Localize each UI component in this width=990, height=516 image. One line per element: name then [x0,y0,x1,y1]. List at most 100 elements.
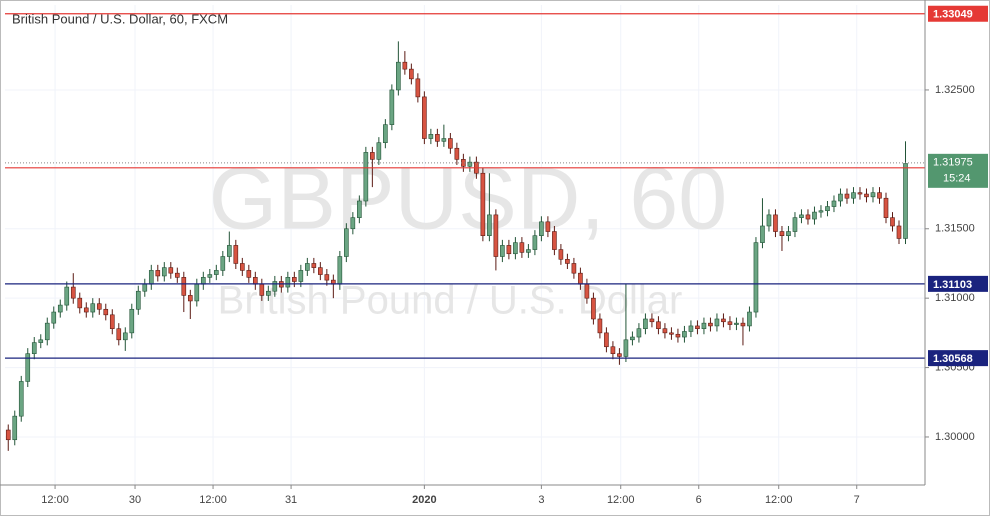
candle-body [448,138,453,149]
candle-body [552,231,557,250]
candle-body [409,68,414,80]
x-tick-label: 2020 [412,494,436,506]
x-tick-label: 12:00 [607,494,635,506]
candle-body [838,193,843,202]
candle-body [896,225,902,239]
candle-body [643,318,648,330]
candle-body [844,193,850,199]
candle-body [467,161,473,167]
candle-body [83,307,89,313]
candle-body [70,286,76,299]
candle-body [812,211,817,220]
candle-body [740,322,746,327]
candle-body [337,256,343,285]
candle-body [890,217,895,227]
candle-body [311,263,317,268]
candle-body [233,245,239,264]
candle-body [441,138,447,142]
x-tick-label: 30 [129,494,141,506]
candle-body [155,270,161,277]
candle-body [604,332,609,348]
candle-body [675,333,681,338]
candle-body [903,163,908,239]
y-tick-label: 1.30000 [935,431,975,443]
candle-body [415,78,421,98]
candle-body [792,217,798,232]
candle-body [103,308,109,316]
candle-body [122,332,128,341]
candle-body [487,214,492,236]
candle-body [851,192,856,199]
y-tick-label: 1.31500 [935,223,975,235]
candle-body [51,311,57,324]
candle-body [617,353,622,357]
candle-body [662,328,668,334]
x-tick-label: 12:00 [41,494,69,506]
candle-body [701,322,707,330]
candle-body [389,89,395,125]
candle-body [5,429,11,441]
level-label: 1.30568 [933,353,973,365]
candle-body [259,283,265,296]
candle-body [187,295,193,302]
chart-title: British Pound / U.S. Dollar, 60, FXCM [12,11,228,26]
candle-body [669,332,674,335]
candle-body [870,192,876,198]
x-tick-label: 12:00 [765,494,793,506]
level-label-box [928,350,988,367]
candle-body [545,221,551,232]
candle-body [597,318,603,334]
candle-body [864,193,869,198]
last-price-label: 1.31975 [933,157,973,169]
candle-body [142,283,148,292]
candle-body [161,267,167,277]
candle-body [526,249,531,253]
candle-body [357,200,362,218]
candle-body [44,322,50,341]
candle-body [350,217,356,230]
candle-body [435,134,440,142]
candle-body [747,311,752,327]
candle-body [77,297,83,309]
candle-body [753,242,759,313]
candle-body [253,277,258,285]
candle-body [682,331,687,338]
candle-body [610,346,616,354]
candle-body [174,272,180,278]
level-label: 1.33049 [933,9,973,21]
x-tick-label: 3 [538,494,544,506]
candle-body [168,267,174,274]
candle-body [532,235,538,250]
candle-body [344,228,349,257]
candle-body [96,303,102,310]
candle-body [422,96,427,139]
candle-body [825,206,830,212]
candle-body [799,214,804,218]
candle-body [571,263,577,274]
candle-body [649,318,655,323]
candle-body [493,214,499,257]
candle-body [292,277,297,282]
candle-body [734,322,739,325]
candle-body [500,245,505,257]
candle-body [148,270,154,285]
y-tick-label: 1.31000 [935,292,975,304]
level-label: 1.31103 [933,279,972,291]
candle-body [630,336,635,341]
candle-body [194,283,200,302]
candle-body [519,242,525,253]
candle-body [695,325,700,330]
candle-body [213,270,219,275]
candle-body [12,415,18,441]
candle-body [623,339,629,357]
candle-body [57,304,63,313]
x-tick-label: 12:00 [199,494,227,506]
candle-body [181,277,187,296]
x-tick-label: 7 [854,494,860,506]
candle-body [396,61,401,91]
candle-body [239,263,245,271]
candle-body [454,147,460,160]
candle-body [266,290,271,296]
